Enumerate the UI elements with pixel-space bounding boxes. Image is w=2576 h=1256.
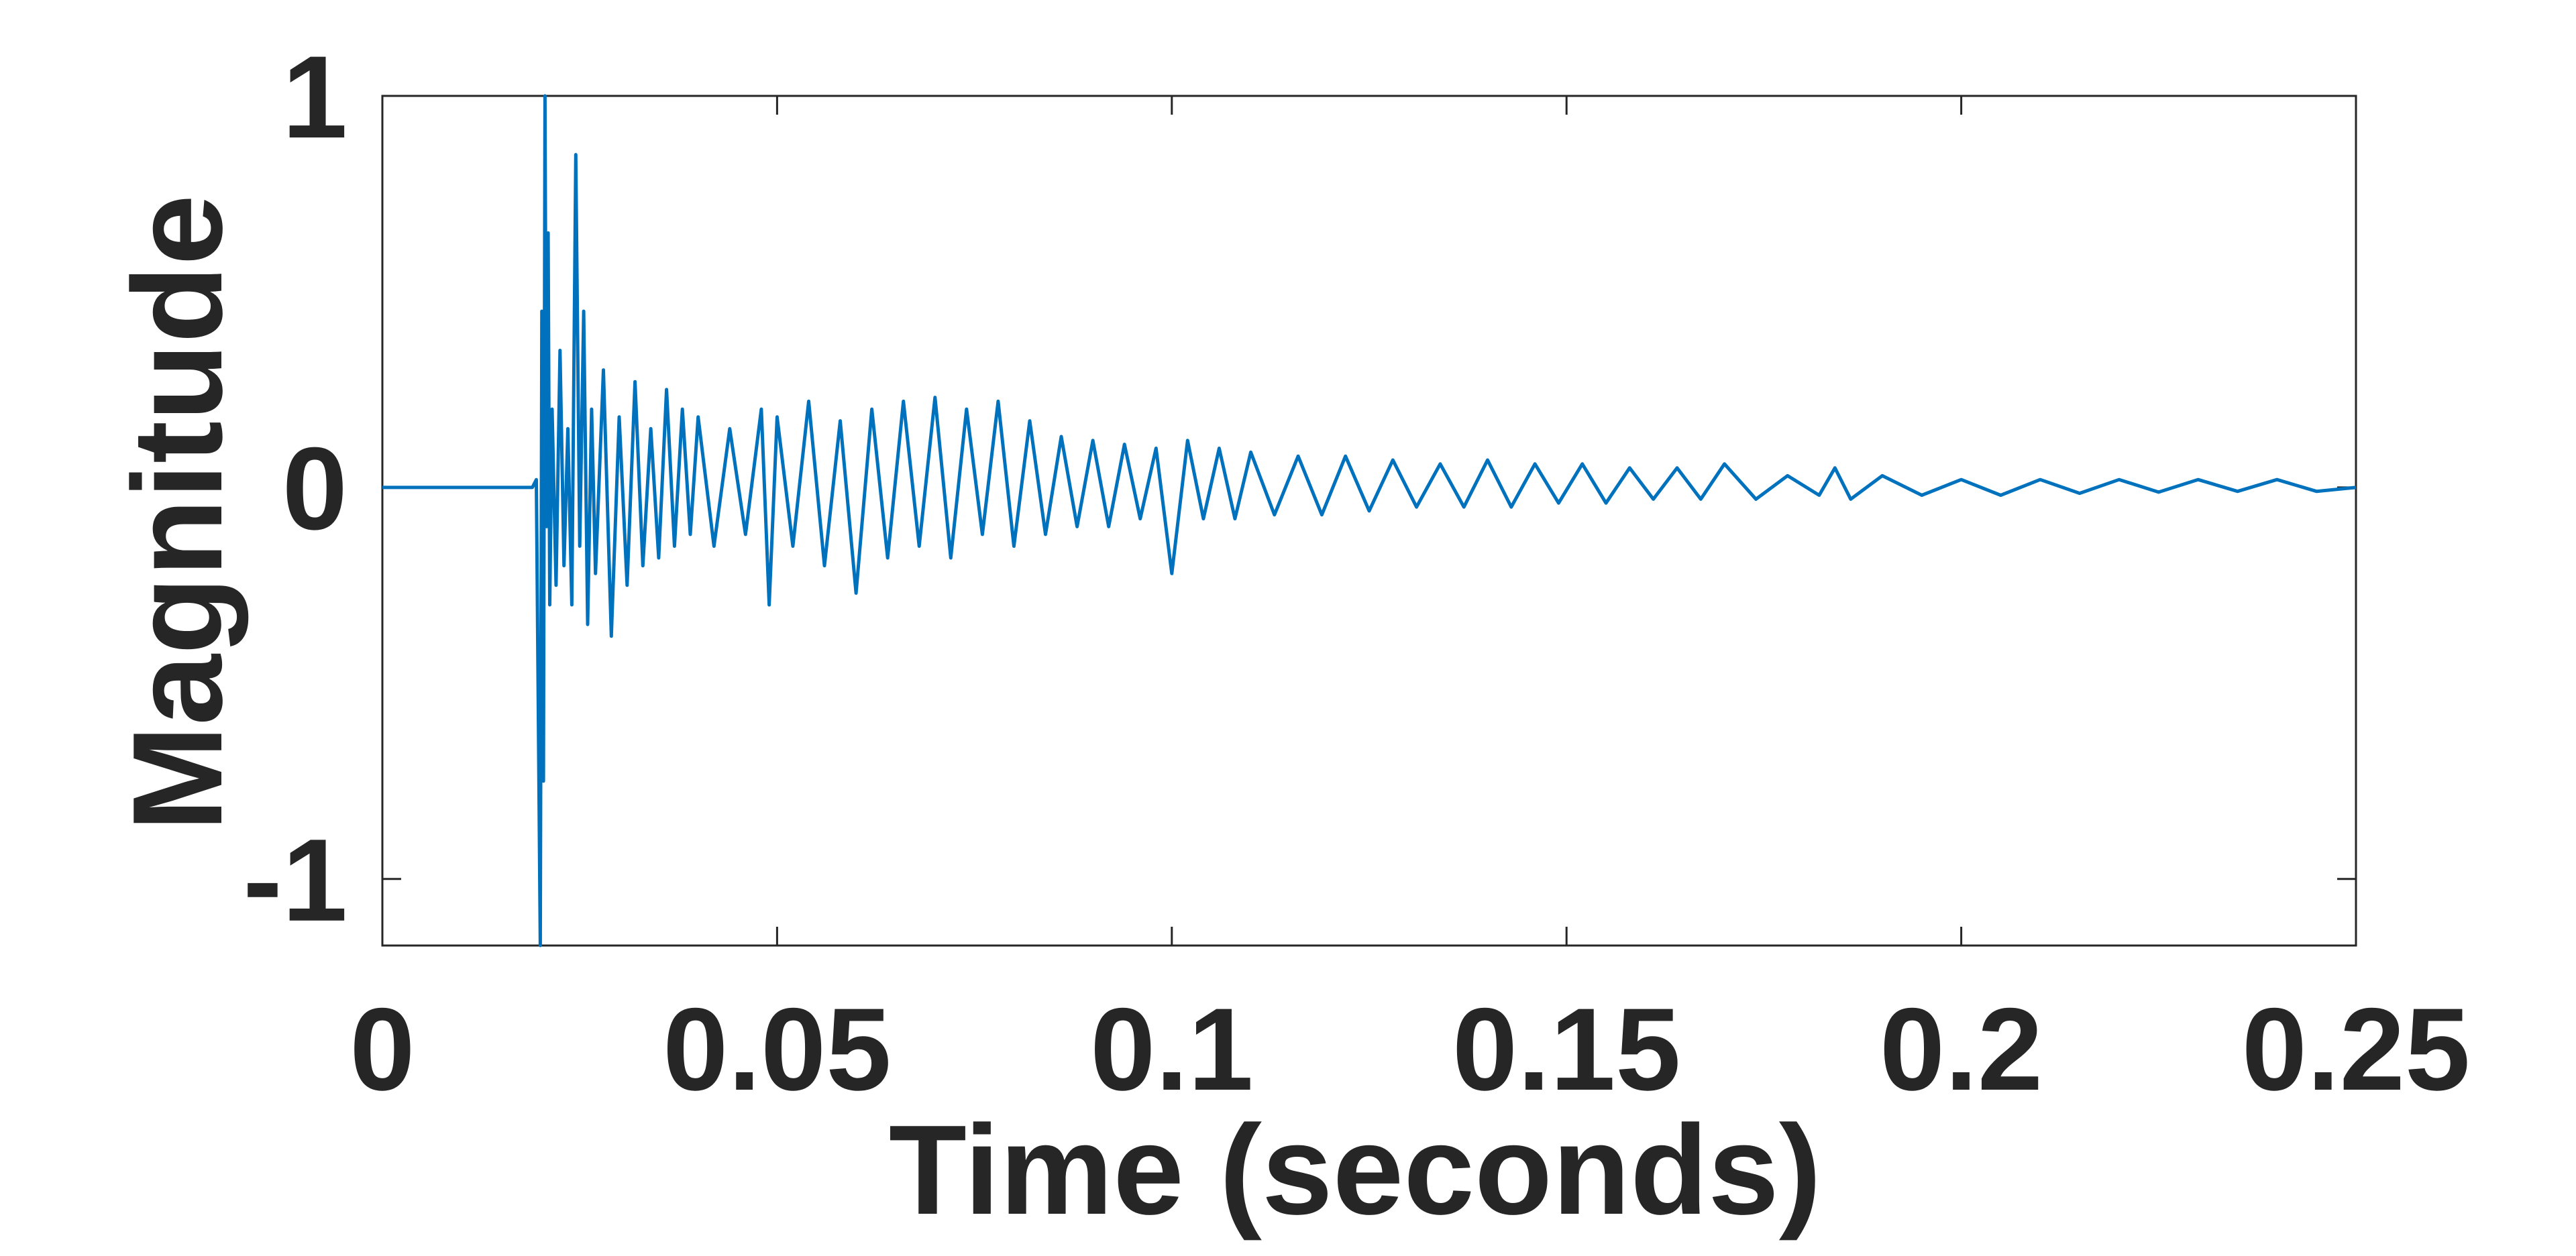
y-tick-label: 0 — [282, 424, 347, 555]
series-line — [382, 94, 2357, 948]
y-tick-label: 1 — [282, 32, 347, 163]
x-tick-label: 0.1 — [1090, 984, 1253, 1115]
y-tick-label: -1 — [243, 815, 347, 946]
x-tick-label: 0.15 — [1452, 984, 1681, 1115]
y-axis-label: Magnitude — [107, 194, 249, 832]
plot-area-frame — [381, 95, 2357, 947]
x-tick-label: 0.2 — [1880, 984, 2043, 1115]
x-axis-label: Time (seconds) — [889, 1099, 1821, 1241]
x-tick-label: 0 — [350, 984, 415, 1115]
x-tick-label: 0.05 — [663, 984, 892, 1115]
x-tick-label: 0.25 — [2242, 984, 2471, 1115]
